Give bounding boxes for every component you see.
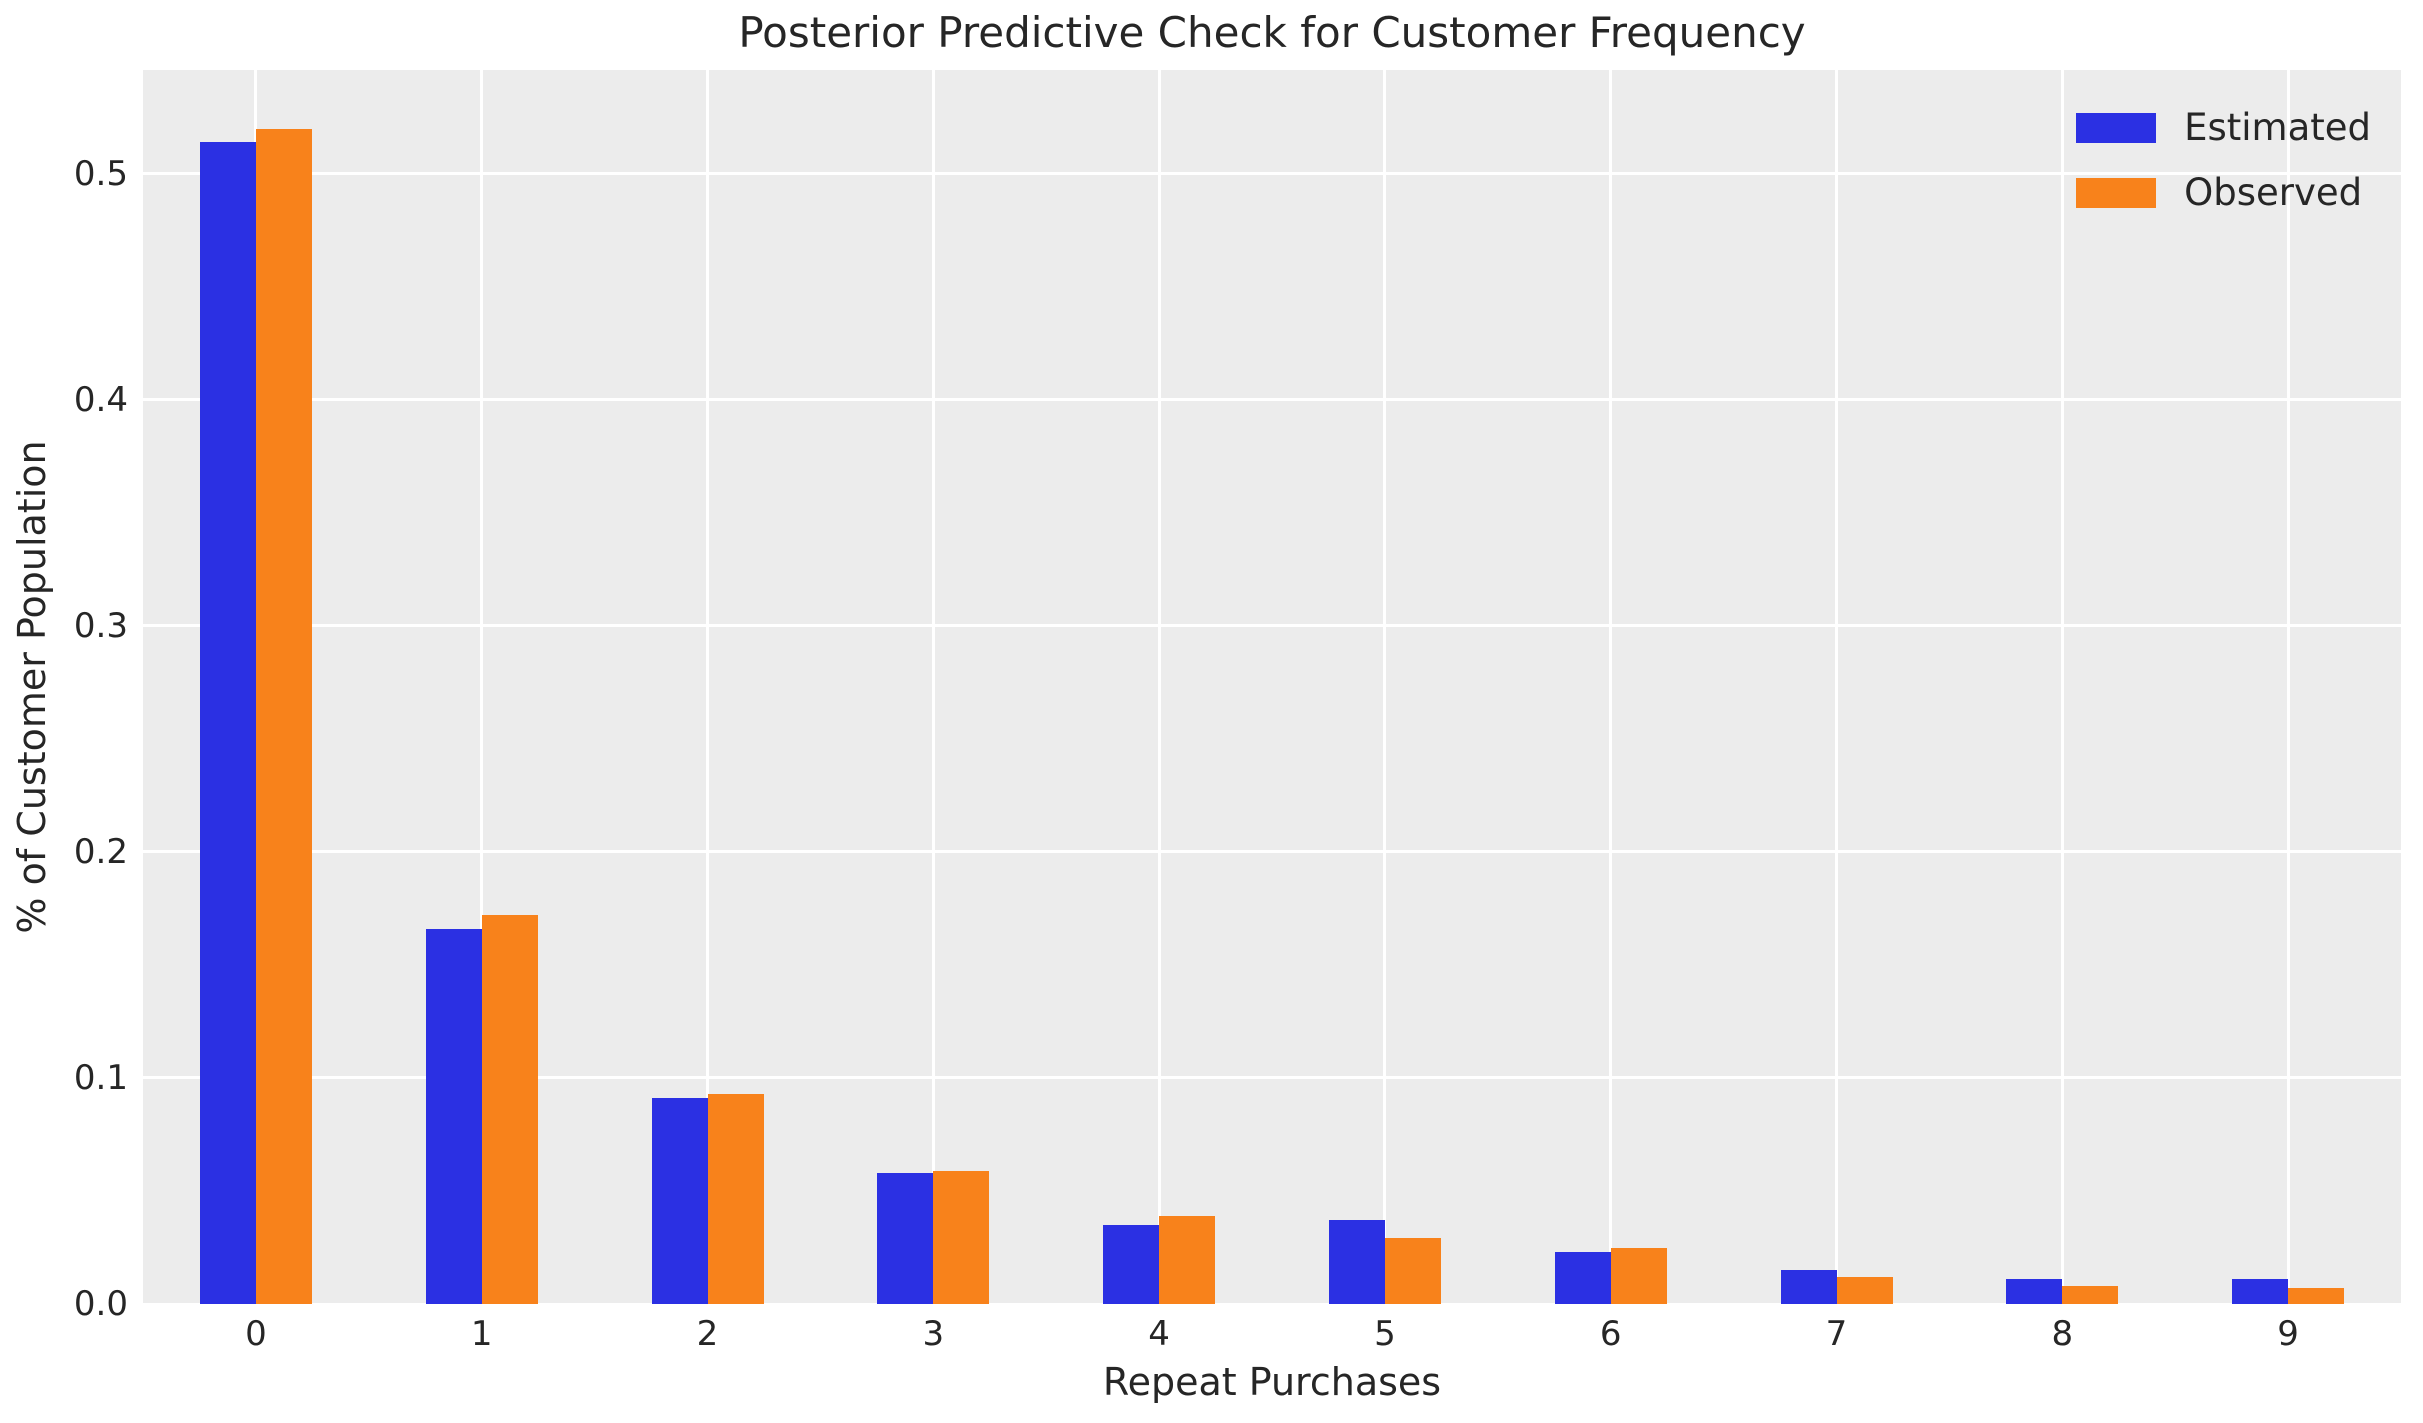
x-tick-label-2: 2 [696, 1314, 719, 1354]
x-tick-label-1: 1 [470, 1314, 493, 1354]
gridline-y-0.0 [143, 1302, 2401, 1306]
bar-observed-7 [1836, 1276, 1893, 1304]
gridline-x-9 [2286, 70, 2290, 1304]
bar-observed-3 [933, 1170, 990, 1304]
bar-estimated-7 [1780, 1270, 1837, 1304]
bar-observed-2 [707, 1093, 764, 1304]
bar-observed-8 [2062, 1285, 2119, 1304]
bar-estimated-0 [199, 142, 256, 1304]
y-axis-label: % of Customer Population [10, 440, 54, 934]
legend: Estimated Observed [2076, 106, 2371, 214]
gridline-x-4 [1157, 70, 1161, 1304]
bar-estimated-9 [2232, 1279, 2289, 1304]
bar-estimated-4 [1103, 1224, 1160, 1304]
gridline-x-1 [480, 70, 484, 1304]
x-tick-label-7: 7 [1825, 1314, 1848, 1354]
x-tick-label-9: 9 [2277, 1314, 2299, 1354]
bar-observed-4 [1159, 1215, 1216, 1304]
y-tick-label-0.2: 0.2 [73, 831, 128, 872]
legend-label-observed: Observed [2184, 171, 2363, 214]
gridline-x-2 [706, 70, 709, 1304]
bar-observed-5 [1384, 1238, 1441, 1304]
y-tick-label-0.5: 0.5 [73, 153, 128, 194]
y-tick-label-0.3: 0.3 [73, 605, 128, 646]
bar-observed-6 [1610, 1247, 1667, 1304]
x-tick-label-8: 8 [2051, 1314, 2074, 1354]
gridline-y-0.4 [143, 398, 2401, 402]
bar-estimated-2 [651, 1098, 708, 1304]
x-tick-label-0: 0 [245, 1314, 267, 1354]
bar-observed-9 [2288, 1288, 2345, 1304]
gridline-x-3 [931, 70, 935, 1304]
gridline-y-0.1 [143, 1076, 2401, 1080]
chart-title: Posterior Predictive Check for Customer … [738, 8, 1806, 57]
bar-estimated-1 [425, 928, 482, 1304]
x-tick-label-6: 6 [1599, 1314, 1622, 1354]
y-tick-label-0.4: 0.4 [73, 379, 128, 420]
y-tick-label-0.1: 0.1 [73, 1057, 128, 1098]
gridline-y-0.5 [143, 172, 2401, 176]
bar-observed-1 [481, 915, 538, 1304]
bar-observed-0 [255, 128, 312, 1304]
gridline-x-5 [1383, 70, 1387, 1304]
x-tick-label-5: 5 [1374, 1314, 1396, 1354]
x-tick-label-3: 3 [922, 1314, 945, 1354]
legend-swatch-estimated [2076, 112, 2157, 143]
gridline-x-8 [2060, 70, 2064, 1304]
plot-area: Estimated Observed [143, 70, 2401, 1306]
bar-estimated-5 [1328, 1220, 1385, 1304]
gridline-x-7 [1835, 70, 1838, 1304]
legend-row-observed: Observed [2076, 171, 2371, 214]
gridline-x-6 [1609, 70, 1613, 1304]
gridline-y-0.3 [143, 624, 2401, 628]
bar-estimated-3 [877, 1172, 934, 1304]
gridline-y-0.2 [143, 850, 2401, 854]
bar-estimated-8 [2006, 1279, 2063, 1304]
bar-estimated-6 [1554, 1252, 1611, 1304]
legend-swatch-observed [2076, 177, 2157, 208]
x-tick-label-4: 4 [1148, 1314, 1170, 1354]
x-axis-label: Repeat Purchases [1102, 1360, 1442, 1404]
y-tick-label-0.0: 0.0 [73, 1284, 128, 1324]
legend-label-estimated: Estimated [2184, 106, 2371, 149]
legend-row-estimated: Estimated [2076, 106, 2371, 149]
